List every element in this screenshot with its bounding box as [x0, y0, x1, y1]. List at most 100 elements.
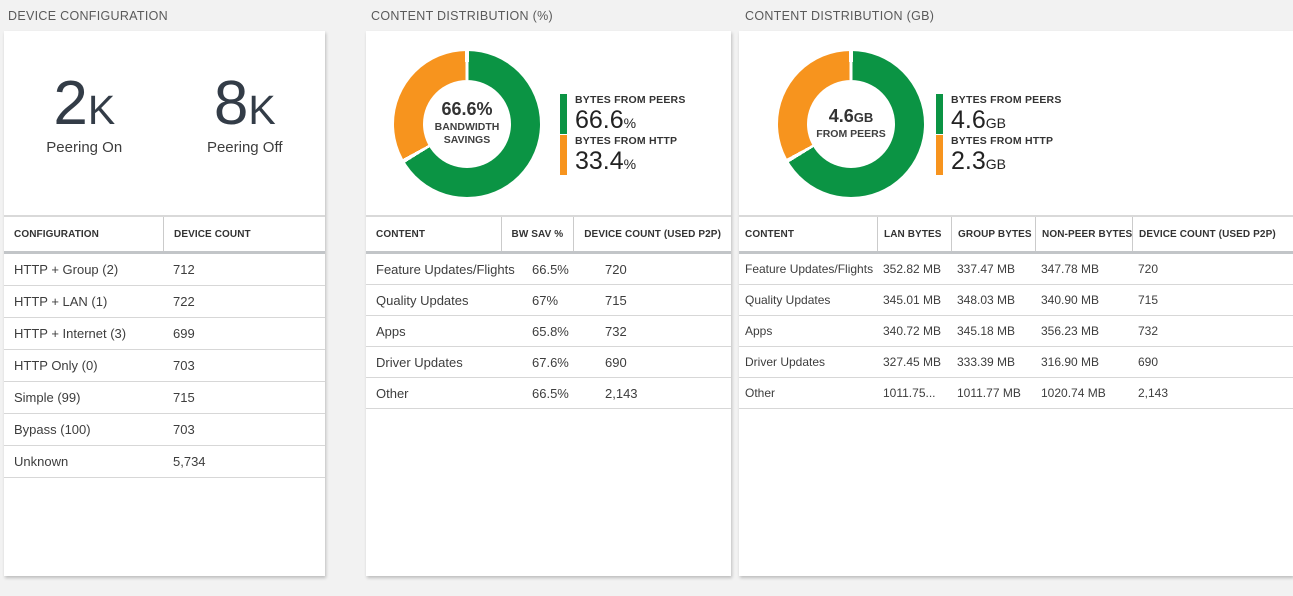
table-row[interactable]: Unknown 5,734: [4, 446, 325, 478]
donut-center-label: BANDWIDTH SAVINGS: [434, 121, 500, 147]
cell-device-count: 732: [1138, 324, 1159, 338]
cell-bw-sav: 67.6%: [532, 354, 569, 370]
cell-device-count: 720: [605, 261, 627, 277]
legend-value: 33.4%: [575, 146, 637, 175]
cell-content: Feature Updates/Flights: [745, 262, 874, 276]
donut-center-value: 66.6%: [441, 99, 493, 120]
table-row[interactable]: Driver Updates 327.45 MB 333.39 MB 316.9…: [739, 347, 1293, 378]
table-row[interactable]: Feature Updates/Flights 66.5% 720: [366, 254, 731, 285]
table-row[interactable]: Feature Updates/Flights 352.82 MB 337.47…: [739, 254, 1293, 285]
cell-device-count: 5,734: [173, 454, 206, 469]
table-header-row: CONFIGURATION DEVICE COUNT: [4, 217, 325, 254]
table-row[interactable]: HTTP Only (0) 703: [4, 350, 325, 382]
legend-item-bytes-from-http: BYTES FROM HTTP 2.3GB: [936, 135, 1062, 175]
cell-content: Quality Updates: [745, 293, 831, 307]
table-row[interactable]: Other 66.5% 2,143: [366, 378, 731, 409]
legend-label: BYTES FROM PEERS: [951, 94, 1062, 106]
legend-label: BYTES FROM PEERS: [575, 94, 686, 106]
legend-item-bytes-from-peers: BYTES FROM PEERS 66.6%: [560, 94, 686, 134]
table-row[interactable]: Simple (99) 715: [4, 382, 325, 414]
bytes-from-peers-donut-chart[interactable]: 4.6GB FROM PEERS: [778, 51, 924, 197]
table-row[interactable]: HTTP + LAN (1) 722: [4, 286, 325, 318]
legend-value: 66.6%: [575, 105, 637, 134]
column-header-bw-sav: BW SAV %: [500, 217, 574, 251]
cell-bw-sav: 67%: [532, 292, 559, 308]
column-header-group-bytes: GROUP BYTES: [951, 217, 1035, 251]
bandwidth-savings-chart-area: 66.6% BANDWIDTH SAVINGS BYTES FROM PEERS…: [366, 31, 731, 215]
cell-lan-bytes: 340.72 MB: [883, 324, 942, 338]
cell-content: Quality Updates: [376, 292, 469, 308]
cell-bw-sav: 65.8%: [532, 323, 569, 339]
cell-content: Other: [745, 386, 776, 400]
table-row[interactable]: HTTP + Group (2) 712: [4, 254, 325, 286]
column-header-non-peer-bytes: NON-PEER BYTES: [1035, 217, 1132, 251]
cell-device-count: 699: [173, 326, 195, 341]
cell-non-peer-bytes: 340.90 MB: [1041, 293, 1100, 307]
cell-device-count: 703: [173, 358, 195, 373]
content-bytes-table: CONTENT LAN BYTES GROUP BYTES NON-PEER B…: [739, 215, 1293, 409]
cell-group-bytes: 348.03 MB: [957, 293, 1016, 307]
legend-item-bytes-from-peers: BYTES FROM PEERS 4.6GB: [936, 94, 1062, 134]
chart-legend: BYTES FROM PEERS 4.6GB BYTES FROM HTTP 2…: [936, 94, 1062, 175]
table-row[interactable]: Bypass (100) 703: [4, 414, 325, 446]
cell-bw-sav: 66.5%: [532, 261, 569, 277]
stat-peering-off[interactable]: 8K Peering Off: [165, 73, 326, 215]
cell-content: Driver Updates: [376, 354, 463, 370]
cell-non-peer-bytes: 316.90 MB: [1041, 355, 1100, 369]
donut-center-label: FROM PEERS: [816, 127, 886, 140]
cell-device-count: 715: [1138, 293, 1159, 307]
tile-title-content-distribution-pct: CONTENT DISTRIBUTION (%): [371, 9, 553, 23]
cell-content: Apps: [376, 323, 406, 339]
stat-peering-on[interactable]: 2K Peering On: [4, 73, 165, 215]
stat-peering-on-label: Peering On: [46, 139, 123, 156]
table-row[interactable]: Quality Updates 67% 715: [366, 285, 731, 316]
cell-configuration: HTTP + Group (2): [14, 262, 119, 277]
content-bw-savings-table: CONTENT BW SAV % DEVICE COUNT (USED P2P)…: [366, 215, 731, 409]
tile-title-content-distribution-gb: CONTENT DISTRIBUTION (GB): [745, 9, 935, 23]
cell-device-count: 690: [605, 354, 627, 370]
legend-value: 2.3GB: [951, 146, 1006, 175]
table-row[interactable]: Other 1011.75... 1011.77 MB 1020.74 MB 2…: [739, 378, 1293, 409]
cell-lan-bytes: 1011.75...: [883, 386, 936, 400]
cell-device-count: 715: [605, 292, 627, 308]
cell-content: Feature Updates/Flights: [376, 261, 515, 277]
device-configuration-tile: 2K Peering On 8K Peering Off CONFIGURATI…: [4, 31, 325, 576]
table-row[interactable]: Quality Updates 345.01 MB 348.03 MB 340.…: [739, 285, 1293, 316]
donut-center-value: 4.6GB: [828, 106, 874, 127]
cell-group-bytes: 337.47 MB: [957, 262, 1016, 276]
cell-group-bytes: 345.18 MB: [957, 324, 1016, 338]
table-row[interactable]: HTTP + Internet (3) 699: [4, 318, 325, 350]
cell-configuration: Bypass (100): [14, 422, 91, 437]
legend-color-swatch: [560, 135, 567, 175]
column-header-content: CONTENT: [376, 228, 426, 240]
cell-lan-bytes: 352.82 MB: [883, 262, 942, 276]
table-row[interactable]: Driver Updates 67.6% 690: [366, 347, 731, 378]
column-header-device-count-p2p: DEVICE COUNT (USED P2P): [1132, 217, 1293, 251]
peering-stats: 2K Peering On 8K Peering Off: [4, 31, 325, 215]
cell-bw-sav: 66.5%: [532, 385, 569, 401]
cell-group-bytes: 1011.77 MB: [957, 386, 1021, 400]
legend-color-swatch: [936, 94, 943, 134]
bandwidth-savings-donut-chart[interactable]: 66.6% BANDWIDTH SAVINGS: [394, 51, 540, 197]
cell-configuration: Simple (99): [14, 390, 81, 405]
tile-title-device-configuration: DEVICE CONFIGURATION: [8, 9, 168, 23]
cell-device-count: 2,143: [1138, 386, 1169, 400]
table-row[interactable]: Apps 65.8% 732: [366, 316, 731, 347]
column-header-content: CONTENT: [745, 228, 795, 240]
table-row[interactable]: Apps 340.72 MB 345.18 MB 356.23 MB 732: [739, 316, 1293, 347]
cell-content: Apps: [745, 324, 773, 338]
table-header-row: CONTENT LAN BYTES GROUP BYTES NON-PEER B…: [739, 217, 1293, 254]
cell-content: Driver Updates: [745, 355, 826, 369]
stat-peering-on-value: 2K: [53, 69, 116, 138]
cell-device-count: 732: [605, 323, 627, 339]
cell-non-peer-bytes: 1020.74 MB: [1041, 386, 1106, 400]
cell-device-count: 722: [173, 294, 195, 309]
cell-device-count: 715: [173, 390, 195, 405]
content-distribution-gb-tile: 4.6GB FROM PEERS BYTES FROM PEERS 4.6GB …: [739, 31, 1293, 576]
column-header-device-count: DEVICE COUNT: [163, 217, 325, 251]
cell-device-count: 720: [1138, 262, 1159, 276]
cell-configuration: HTTP + LAN (1): [14, 294, 108, 309]
cell-device-count: 690: [1138, 355, 1159, 369]
cell-content: Other: [376, 385, 409, 401]
